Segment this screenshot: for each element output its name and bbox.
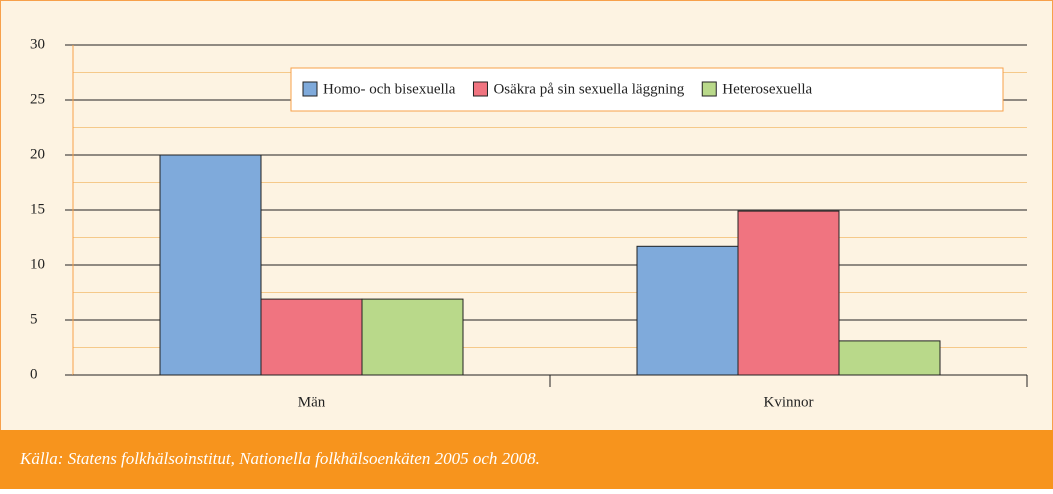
y-tick-label: 30 xyxy=(30,36,45,52)
y-tick-label: 15 xyxy=(30,201,45,217)
legend-swatch xyxy=(701,81,717,97)
y-tick-label: 0 xyxy=(30,366,38,382)
legend-swatch xyxy=(302,81,318,97)
legend-box xyxy=(290,67,1004,112)
x-tick-label: Kvinnor xyxy=(764,394,814,410)
y-tick-label: 5 xyxy=(30,311,38,327)
bar xyxy=(636,245,739,376)
bar xyxy=(737,210,840,376)
footer-band xyxy=(0,430,1053,489)
legend-label: Osäkra på sin sexuella läggning xyxy=(493,81,684,97)
bar xyxy=(260,298,363,376)
legend-label: Heterosexuella xyxy=(722,81,812,97)
source-note: Källa: Statens folkhälsoinstitut, Nation… xyxy=(19,449,540,468)
bar xyxy=(361,298,464,376)
y-tick-label: 10 xyxy=(30,256,45,272)
legend-label: Homo- och bisexuella xyxy=(323,81,456,97)
bar xyxy=(159,154,262,376)
y-tick-label: 25 xyxy=(30,91,45,107)
legend-swatch xyxy=(472,81,488,97)
y-tick-label: 20 xyxy=(30,146,45,162)
x-tick-label: Män xyxy=(298,394,326,410)
bar xyxy=(838,340,941,376)
legend: Homo- och bisexuella Osäkra på sin sexuel… xyxy=(290,67,1004,112)
